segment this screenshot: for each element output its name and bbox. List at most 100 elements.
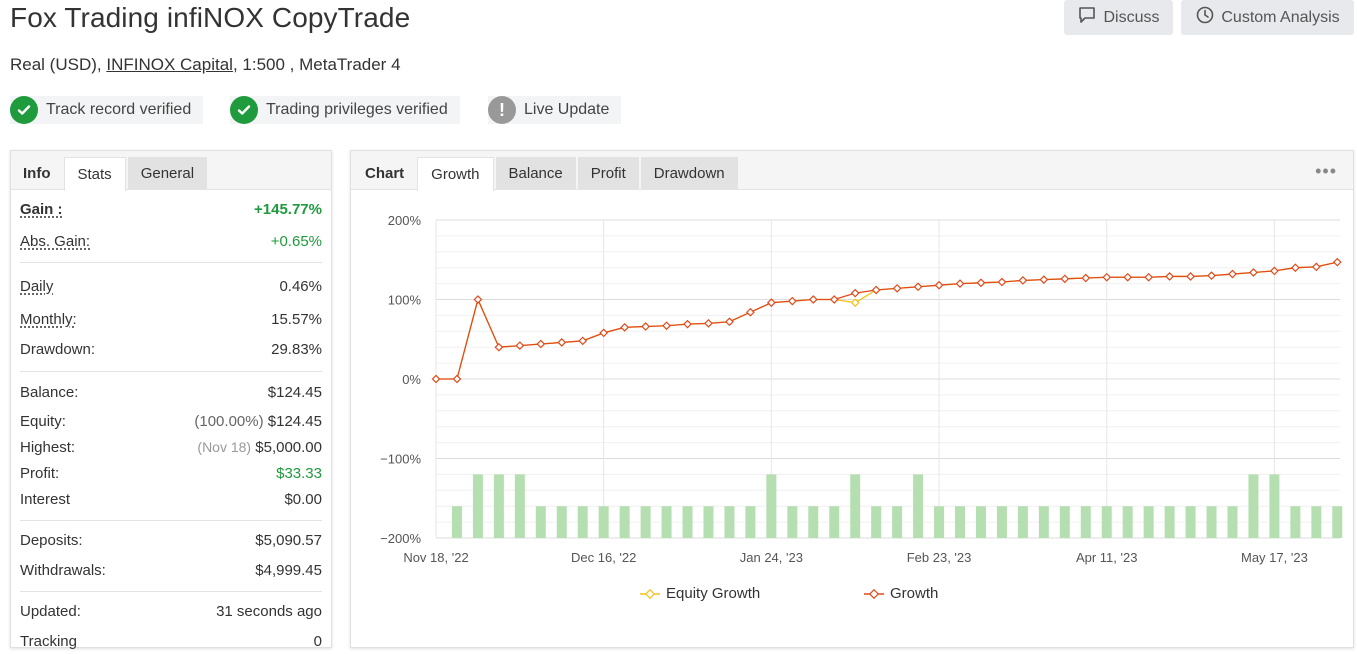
- growth-point: [850, 288, 860, 298]
- growth-point: [1060, 274, 1070, 284]
- gain-label[interactable]: Gain :: [20, 200, 63, 218]
- monthly-bar: [975, 506, 986, 538]
- divider: [20, 371, 322, 372]
- stat-daily: Daily 0.46%: [20, 263, 322, 305]
- chart-panel: Chart Growth Balance Profit Drawdown •••…: [350, 150, 1354, 648]
- x-tick-label: Feb 23, '23: [907, 550, 972, 565]
- custom-analysis-button[interactable]: Custom Analysis: [1181, 0, 1354, 35]
- tab-balance[interactable]: Balance: [495, 157, 576, 189]
- growth-point: [1144, 272, 1154, 282]
- drawdown-label: Drawdown:: [20, 340, 96, 358]
- monthly-bar: [934, 506, 945, 538]
- growth-point: [934, 280, 944, 290]
- abs-gain-label[interactable]: Abs. Gain:: [20, 232, 91, 250]
- profit-label: Profit:: [20, 464, 60, 482]
- growth-point: [725, 317, 734, 327]
- growth-point: [913, 282, 923, 292]
- growth-point: [955, 279, 965, 288]
- broker-link[interactable]: INFINOX Capital: [106, 55, 233, 74]
- growth-point: [1311, 262, 1321, 272]
- highest-date: (Nov 18): [197, 438, 252, 455]
- stat-abs-gain: Abs. Gain: +0.65%: [20, 226, 322, 256]
- monthly-bar: [703, 506, 714, 538]
- discuss-button[interactable]: Discuss: [1064, 0, 1173, 35]
- x-tick-label: May 17, '23: [1241, 550, 1308, 565]
- monthly-bar: [724, 506, 735, 538]
- left-tabs: Info Stats General: [11, 151, 331, 191]
- stat-profit: Profit: $33.33: [20, 460, 322, 486]
- chart-tabs: Chart Growth Balance Profit Drawdown •••: [351, 151, 1353, 191]
- monthly-bar: [1017, 506, 1028, 538]
- monthly-bar: [1227, 506, 1238, 538]
- check-icon: [230, 96, 258, 124]
- monthly-bar: [1311, 506, 1322, 538]
- legend-growth[interactable]: Growth: [864, 585, 938, 602]
- tab-general[interactable]: General: [127, 157, 208, 189]
- highest-label: Highest:: [20, 438, 76, 456]
- stat-interest: Interest $0.00: [20, 486, 322, 512]
- monthly-bar: [913, 474, 924, 538]
- equity-growth-line: [436, 261, 1338, 380]
- equity-legend-label: Equity Growth: [666, 585, 761, 602]
- tab-stats[interactable]: Stats: [63, 157, 126, 191]
- monthly-label[interactable]: Monthly:: [20, 310, 77, 328]
- growth-point: [1207, 271, 1216, 281]
- growth-point: [1102, 272, 1112, 282]
- equity-label: Equity:: [20, 412, 66, 430]
- equity-legend-marker: [640, 588, 660, 599]
- monthly-bar: [766, 474, 777, 538]
- monthly-bar: [577, 506, 588, 538]
- growth-point: [1123, 272, 1133, 282]
- monthly-bar: [1164, 506, 1175, 538]
- updated-value: 31 seconds ago: [216, 602, 322, 620]
- custom-analysis-label: Custom Analysis: [1221, 8, 1340, 26]
- withdrawals-value: $4,999.45: [255, 561, 322, 579]
- monthly-bar: [1332, 506, 1343, 538]
- monthly-bar: [829, 506, 840, 538]
- y-tick-label: 200%: [388, 213, 422, 228]
- y-tick-label: −100%: [380, 452, 421, 467]
- growth-point: [1039, 275, 1049, 285]
- growth-point: [431, 374, 441, 384]
- monthly-bar: [1290, 506, 1301, 538]
- tracking-value: 0: [313, 632, 322, 650]
- growth-point: [1081, 273, 1091, 283]
- stat-balance: Balance: $124.45: [20, 372, 322, 408]
- updated-label: Updated:: [20, 602, 81, 620]
- live-update-badge[interactable]: ! Live Update: [488, 96, 622, 124]
- legend-equity[interactable]: Equity Growth: [640, 585, 760, 602]
- x-tick-label: Apr 11, '23: [1076, 550, 1138, 565]
- daily-label[interactable]: Daily: [20, 277, 54, 295]
- clock-icon: [1195, 5, 1215, 30]
- growth-point: [515, 341, 525, 350]
- daily-value: 0.46%: [279, 277, 322, 295]
- growth-point: [452, 374, 462, 384]
- tab-profit[interactable]: Profit: [577, 157, 639, 189]
- monthly-bar: [472, 474, 483, 538]
- monthly-bar: [493, 474, 504, 538]
- more-options-icon[interactable]: •••: [1315, 161, 1337, 181]
- tab-drawdown[interactable]: Drawdown: [640, 157, 738, 189]
- tab-growth[interactable]: Growth: [417, 157, 494, 191]
- monthly-bar: [1206, 506, 1217, 538]
- growth-point: [808, 295, 818, 304]
- monthly-bar: [1185, 506, 1196, 538]
- profit-value: $33.33: [276, 464, 322, 482]
- stat-gain: Gain : +145.77%: [20, 190, 322, 226]
- monthly-bar: [850, 474, 861, 538]
- drawdown-value: 29.83%: [271, 340, 322, 358]
- tab-chart[interactable]: Chart: [365, 164, 405, 182]
- growth-chart: 200% 100% 0% −100% −200% Nov 18, '22 Dec 16, '…: [380, 213, 1343, 565]
- monthly-bar: [451, 506, 462, 538]
- monthly-bar: [1143, 506, 1154, 538]
- leverage-platform: , 1:500 , MetaTrader 4: [232, 55, 401, 74]
- monthly-bar: [556, 506, 567, 538]
- exclamation-icon: !: [488, 96, 516, 124]
- growth-point: [997, 277, 1007, 287]
- divider: [20, 520, 322, 521]
- growth-point: [494, 342, 504, 352]
- divider: [20, 591, 322, 592]
- growth-legend-label: Growth: [890, 585, 939, 602]
- monthly-bar: [808, 506, 819, 538]
- tab-info[interactable]: Info: [23, 164, 51, 182]
